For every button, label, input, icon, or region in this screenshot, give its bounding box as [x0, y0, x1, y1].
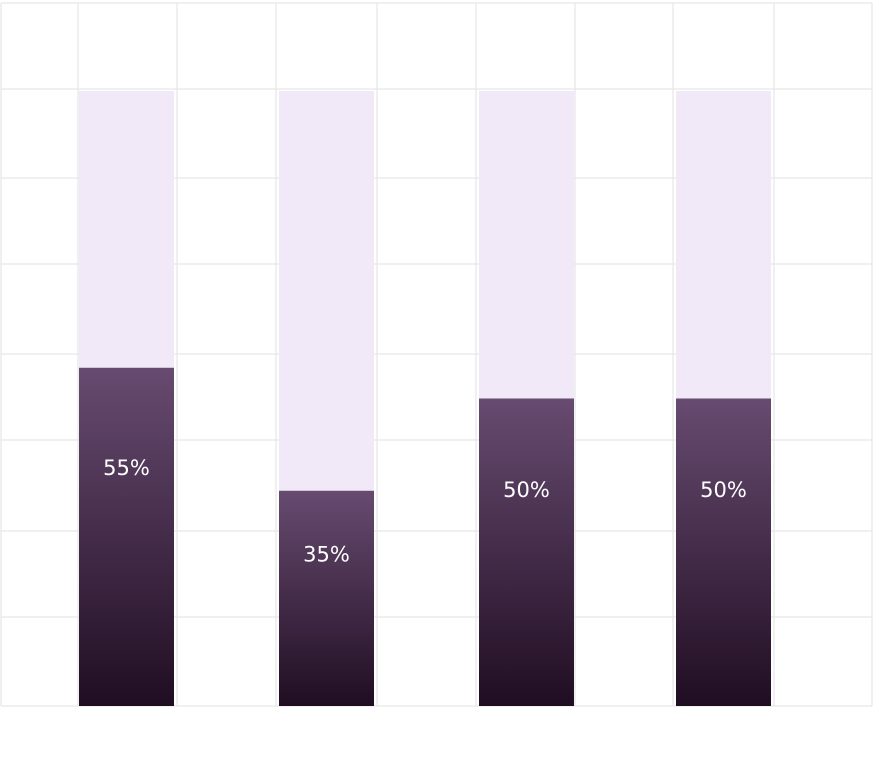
- bar-value-label-3: 50%: [503, 478, 550, 502]
- bar-value-label-1: 55%: [103, 456, 150, 480]
- bar-remainder-1: [79, 91, 174, 368]
- bar-value-label-4: 50%: [700, 478, 747, 502]
- bar-value-label-2: 35%: [303, 542, 350, 566]
- bar-remainder-4: [676, 91, 771, 399]
- bar-filled-1: [79, 367, 174, 706]
- bar-filled-3: [479, 398, 574, 706]
- bar-remainder-2: [279, 91, 374, 491]
- bar-remainder-3: [479, 91, 574, 399]
- chart-data-labels: 55% 35% 50% 50%: [103, 456, 747, 566]
- chart-bars: [79, 91, 771, 706]
- bar-filled-4: [676, 398, 771, 706]
- bar-filled-2: [279, 490, 374, 706]
